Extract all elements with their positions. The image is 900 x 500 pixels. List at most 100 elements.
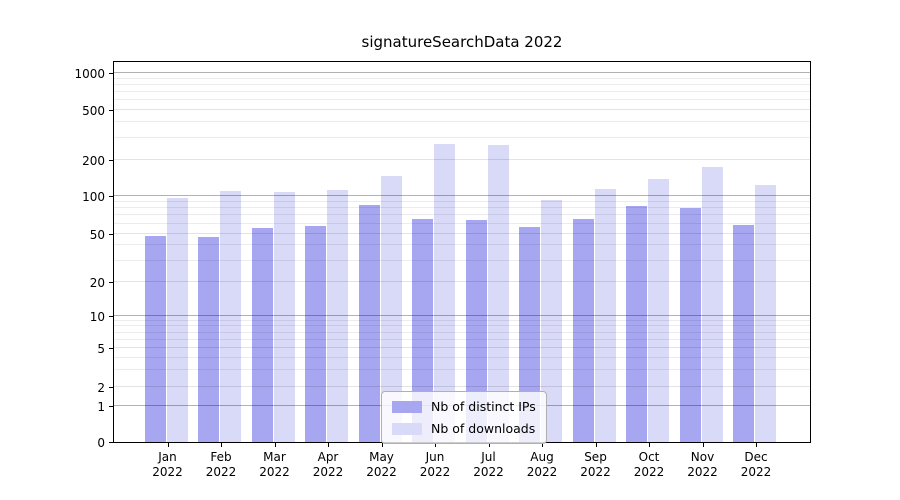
- y-tick-5: [109, 348, 113, 349]
- legend-swatch-distinct-ips: [392, 400, 422, 413]
- legend-label-downloads: Nb of downloads: [431, 421, 536, 436]
- x-tick-year-jan: 2022: [152, 465, 183, 479]
- bar-nb-of-downloads-may: [380, 175, 402, 442]
- x-tick-month-dec: Dec: [744, 450, 768, 464]
- x-tick-year-nov: 2022: [687, 465, 718, 479]
- bar-nb-of-downloads-jun: [434, 144, 455, 442]
- bar-nb-of-downloads-dec: [755, 185, 776, 442]
- x-tick-oct: [649, 443, 650, 447]
- bar-nb-of-distinct-ips-oct: [626, 206, 647, 442]
- bar-nb-of-downloads-jul: [487, 145, 509, 442]
- y-tick-20: [109, 282, 113, 283]
- legend-item-downloads: Nb of downloads: [392, 421, 536, 436]
- bar-nb-of-downloads-oct: [648, 179, 669, 442]
- x-tick-year-jun: 2022: [419, 465, 451, 479]
- y-tick-label-1: 1: [97, 400, 105, 414]
- bar-nb-of-downloads-apr: [327, 189, 348, 442]
- bar-nb-of-distinct-ips-apr: [305, 226, 326, 442]
- x-tick-label-jun: Jun 2022: [405, 450, 465, 480]
- y-tick-0: [109, 442, 113, 443]
- x-tick-dec: [756, 443, 757, 447]
- bar-nb-of-downloads-mar: [273, 192, 295, 442]
- bar-nb-of-distinct-ips-aug: [519, 227, 540, 442]
- y-tick-2: [109, 387, 113, 388]
- x-tick-label-aug: Aug 2022: [512, 450, 572, 480]
- x-tick-month-may: May: [369, 450, 394, 464]
- y-tick-50: [109, 233, 113, 235]
- bar-nb-of-distinct-ips-jan: [144, 235, 166, 442]
- legend-swatch-downloads: [392, 422, 422, 435]
- y-tick-label-200: 200: [82, 153, 105, 168]
- x-tick-label-dec: Dec 2022: [726, 450, 786, 480]
- legend: Nb of distinct IPs Nb of downloads: [381, 391, 547, 444]
- bar-nb-of-distinct-ips-nov: [679, 208, 701, 442]
- x-tick-month-mar: Mar: [263, 450, 286, 464]
- x-tick-year-oct: 2022: [633, 465, 665, 479]
- y-tick-10: [109, 316, 113, 317]
- bar-nb-of-downloads-aug: [541, 199, 562, 442]
- bar-nb-of-distinct-ips-mar: [251, 228, 273, 442]
- x-tick-label-may: May 2022: [352, 450, 412, 480]
- x-tick-month-apr: Apr: [317, 450, 339, 464]
- x-tick-month-jun: Jun: [425, 450, 445, 464]
- x-tick-month-feb: Feb: [210, 450, 232, 464]
- x-tick-label-feb: Feb 2022: [191, 450, 251, 480]
- y-tick-200: [109, 159, 113, 161]
- x-tick-month-jan: Jan: [158, 450, 177, 464]
- x-tick-year-apr: 2022: [312, 465, 344, 479]
- y-tick-label-2: 2: [97, 381, 105, 395]
- legend-item-distinct-ips: Nb of distinct IPs: [392, 399, 536, 414]
- x-tick-year-sep: 2022: [580, 465, 611, 479]
- legend-label-distinct-ips: Nb of distinct IPs: [431, 399, 536, 414]
- plot-area: Nb of distinct IPs Nb of downloads: [113, 61, 811, 444]
- x-tick-year-may: 2022: [366, 465, 397, 479]
- bars-layer: [114, 62, 810, 442]
- x-tick-feb: [221, 443, 222, 447]
- x-tick-label-sep: Sep 2022: [566, 450, 626, 480]
- x-tick-year-aug: 2022: [526, 465, 558, 479]
- x-tick-label-nov: Nov 2022: [673, 450, 733, 480]
- x-tick-nov: [702, 443, 704, 447]
- bar-nb-of-distinct-ips-sep: [572, 219, 594, 442]
- y-tick-label-0: 0: [97, 436, 105, 450]
- x-tick-label-jan: Jan 2022: [138, 450, 198, 480]
- x-tick-mar: [274, 443, 276, 447]
- y-tick-label-10: 10: [89, 310, 105, 324]
- x-tick-year-mar: 2022: [259, 465, 290, 479]
- bar-nb-of-distinct-ips-jul: [465, 220, 487, 442]
- x-tick-month-sep: Sep: [584, 450, 607, 464]
- bar-nb-of-downloads-feb: [220, 191, 241, 442]
- bar-nb-of-distinct-ips-feb: [198, 236, 219, 442]
- y-tick-label-20: 20: [89, 276, 105, 290]
- x-tick-year-jul: 2022: [473, 465, 504, 479]
- x-tick-month-aug: Aug: [530, 450, 554, 464]
- bar-nb-of-distinct-ips-may: [358, 205, 380, 442]
- y-tick-label-100: 100: [82, 190, 105, 204]
- x-tick-may: [381, 443, 383, 447]
- x-tick-month-jul: Jul: [481, 450, 496, 464]
- bar-nb-of-distinct-ips-jun: [412, 219, 433, 442]
- x-tick-month-nov: Nov: [690, 450, 715, 464]
- x-tick-label-jul: Jul 2022: [459, 450, 519, 480]
- y-tick-label-5: 5: [97, 342, 105, 356]
- x-tick-apr: [328, 443, 329, 447]
- y-tick-1000: [109, 73, 113, 74]
- y-tick-1: [109, 406, 113, 407]
- y-tick-label-50: 50: [89, 227, 105, 242]
- bar-nb-of-downloads-jan: [166, 197, 188, 442]
- x-tick-label-apr: Apr 2022: [298, 450, 358, 480]
- chart-title: signatureSearchData 2022: [361, 33, 563, 51]
- y-tick-500: [109, 110, 113, 111]
- x-tick-aug: [542, 443, 543, 447]
- x-tick-year-feb: 2022: [205, 465, 237, 479]
- x-tick-jun: [435, 443, 436, 447]
- y-tick-100: [109, 196, 113, 197]
- x-tick-jan: [167, 443, 169, 447]
- x-tick-year-dec: 2022: [740, 465, 772, 479]
- bar-nb-of-downloads-sep: [594, 189, 616, 442]
- x-tick-label-oct: Oct 2022: [619, 450, 679, 480]
- y-tick-label-1000: 1000: [74, 67, 105, 81]
- bar-nb-of-distinct-ips-dec: [733, 224, 754, 442]
- x-tick-month-oct: Oct: [638, 450, 660, 464]
